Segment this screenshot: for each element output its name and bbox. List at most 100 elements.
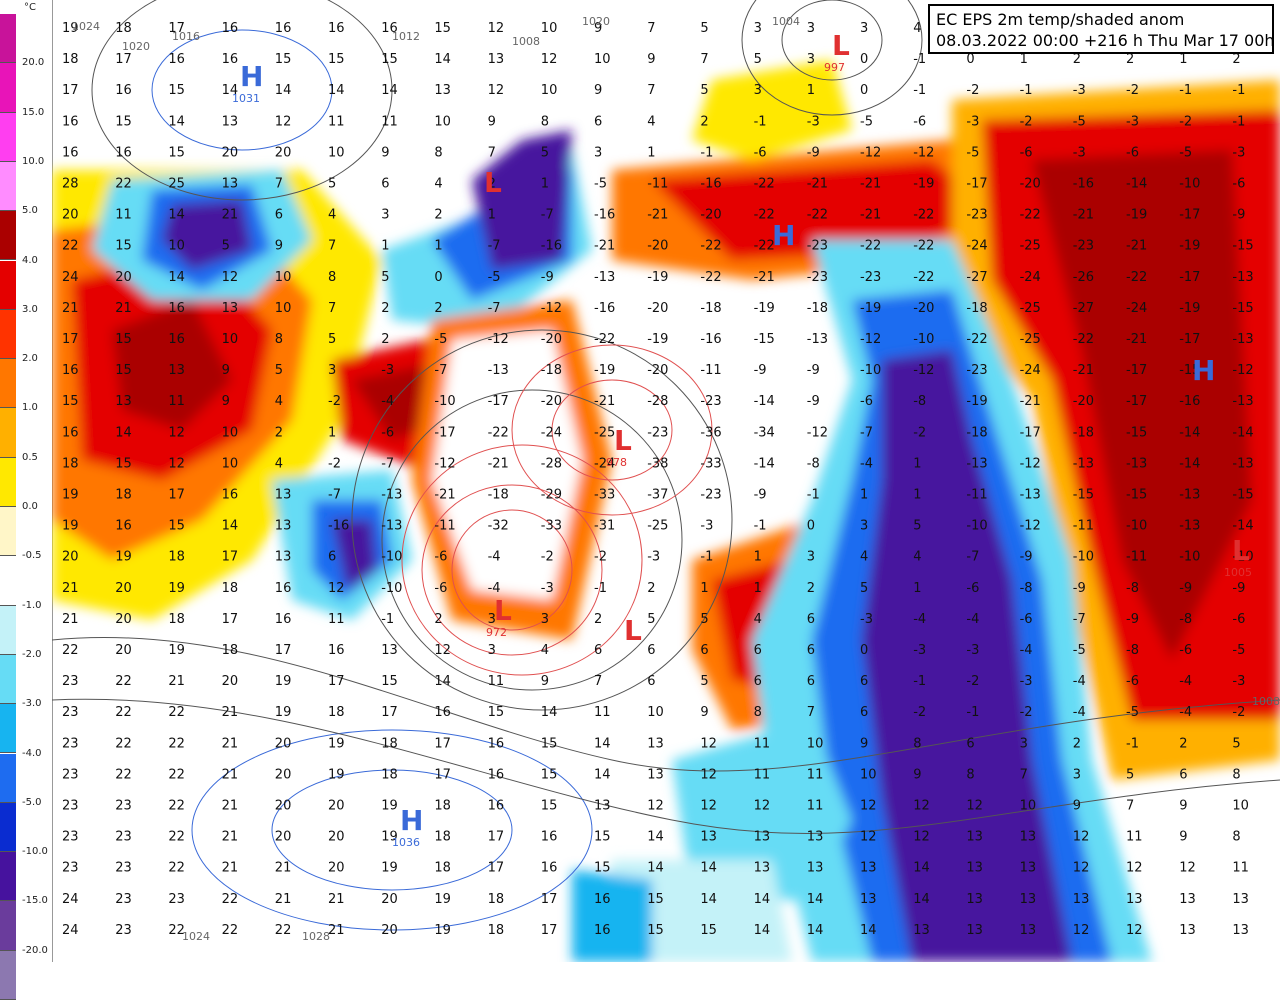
temperature-value: -2 xyxy=(966,83,979,98)
temperature-value: 21 xyxy=(222,799,239,814)
temperature-value: 17 xyxy=(541,892,558,907)
temperature-value: -21 xyxy=(488,456,509,471)
temperature-value: 19 xyxy=(168,643,185,658)
temperature-value: -28 xyxy=(647,394,668,409)
colorbar-segment xyxy=(0,14,16,64)
temperature-value: 5 xyxy=(700,612,708,627)
temperature-value: 3 xyxy=(754,21,762,36)
temperature-value: 16 xyxy=(62,363,79,378)
temperature-value: -20 xyxy=(541,332,562,347)
temperature-value: 12 xyxy=(860,830,877,845)
temperature-value: 17 xyxy=(434,736,451,751)
temperature-value: 15 xyxy=(434,21,451,36)
temperature-value: -13 xyxy=(1179,519,1200,534)
temperature-value: -24 xyxy=(1020,270,1041,285)
temperature-value: 10 xyxy=(275,270,292,285)
temperature-value: 5 xyxy=(381,270,389,285)
colorbar-tick-label: 20.0 xyxy=(22,57,45,69)
temperature-value: 13 xyxy=(1179,923,1196,938)
temperature-value: 4 xyxy=(913,21,921,36)
temperature-value: 15 xyxy=(168,519,185,534)
temperature-value: -7 xyxy=(541,208,554,223)
temperature-value: 12 xyxy=(1126,923,1143,938)
temperature-value: -8 xyxy=(913,394,926,409)
temperature-value: -22 xyxy=(754,239,775,254)
temperature-value: -7 xyxy=(434,363,447,378)
temperature-value: 16 xyxy=(275,612,292,627)
temperature-value: 23 xyxy=(115,923,132,938)
temperature-value: 11 xyxy=(328,114,345,129)
temperature-value: 11 xyxy=(1126,830,1143,845)
colorbar-tick-label: -10.0 xyxy=(22,846,48,858)
temperature-value: -33 xyxy=(594,488,615,503)
temperature-value: 14 xyxy=(754,923,771,938)
temperature-value: -20 xyxy=(647,363,668,378)
temperature-value: -14 xyxy=(1126,177,1147,192)
temperature-value: -22 xyxy=(1126,270,1147,285)
temperature-value: 13 xyxy=(434,83,451,98)
low-pressure-marker: L xyxy=(614,424,632,457)
temperature-value: 12 xyxy=(700,767,717,782)
temperature-value: -1 xyxy=(754,519,767,534)
temperature-value: 15 xyxy=(488,705,505,720)
temperature-value: -22 xyxy=(966,332,987,347)
temperature-value: -17 xyxy=(1126,363,1147,378)
colorbar-segment xyxy=(0,556,16,606)
temperature-value: 19 xyxy=(62,519,79,534)
temperature-value: 24 xyxy=(62,270,79,285)
temperature-value: -2 xyxy=(1126,83,1139,98)
temperature-value: 2 xyxy=(381,332,389,347)
temperature-value: -13 xyxy=(488,363,509,378)
temperature-value: 16 xyxy=(62,145,79,160)
temperature-value: 19 xyxy=(328,767,345,782)
temperature-value: -27 xyxy=(966,270,987,285)
temperature-value: 16 xyxy=(328,643,345,658)
temperature-value: -7 xyxy=(488,239,501,254)
temperature-value: 18 xyxy=(62,456,79,471)
temperature-value: -2 xyxy=(1179,114,1192,129)
temperature-value: 15 xyxy=(62,394,79,409)
temperature-value: 12 xyxy=(541,52,558,67)
temperature-value: 19 xyxy=(381,830,398,845)
temperature-value: 8 xyxy=(434,145,442,160)
temperature-value: 15 xyxy=(275,52,292,67)
temperature-value: -22 xyxy=(594,332,615,347)
temperature-value: 13 xyxy=(860,861,877,876)
low-pressure-marker: L xyxy=(624,614,642,647)
temperature-value: 7 xyxy=(328,239,336,254)
temperature-value: 21 xyxy=(222,767,239,782)
temperature-value: -19 xyxy=(647,270,668,285)
temperature-value: 12 xyxy=(434,643,451,658)
temperature-value: 20 xyxy=(275,736,292,751)
temperature-value: 19 xyxy=(168,581,185,596)
temperature-value: -6 xyxy=(754,145,767,160)
temperature-value: 5 xyxy=(328,332,336,347)
temperature-value: -23 xyxy=(807,239,828,254)
low-pressure-marker: L xyxy=(1232,534,1250,567)
temperature-value: 3 xyxy=(594,145,602,160)
temperature-value: 13 xyxy=(647,767,664,782)
temperature-value: -1 xyxy=(1232,83,1245,98)
temperature-value: 20 xyxy=(115,581,132,596)
temperature-value: 5 xyxy=(647,612,655,627)
temperature-value: 24 xyxy=(62,923,79,938)
isobar-label: 1016 xyxy=(172,30,200,43)
temperature-value: 13 xyxy=(966,861,983,876)
temperature-value: 11 xyxy=(594,705,611,720)
temperature-value: 14 xyxy=(328,83,345,98)
temperature-value: -15 xyxy=(754,332,775,347)
temperature-value: 16 xyxy=(168,332,185,347)
temperature-value: 7 xyxy=(647,21,655,36)
isobar-label: 1008 xyxy=(1252,695,1280,708)
temperature-value: 14 xyxy=(647,861,664,876)
temperature-value: -5 xyxy=(488,270,501,285)
temperature-value: 11 xyxy=(115,208,132,223)
temperature-value: -1 xyxy=(913,674,926,689)
temperature-value: 3 xyxy=(1020,736,1028,751)
temperature-value: -20 xyxy=(647,301,668,316)
temperature-value: -11 xyxy=(966,488,987,503)
colorbar-tick-label: 5.0 xyxy=(22,205,38,217)
temperature-value: -12 xyxy=(913,145,934,160)
temperature-value: -37 xyxy=(647,488,668,503)
